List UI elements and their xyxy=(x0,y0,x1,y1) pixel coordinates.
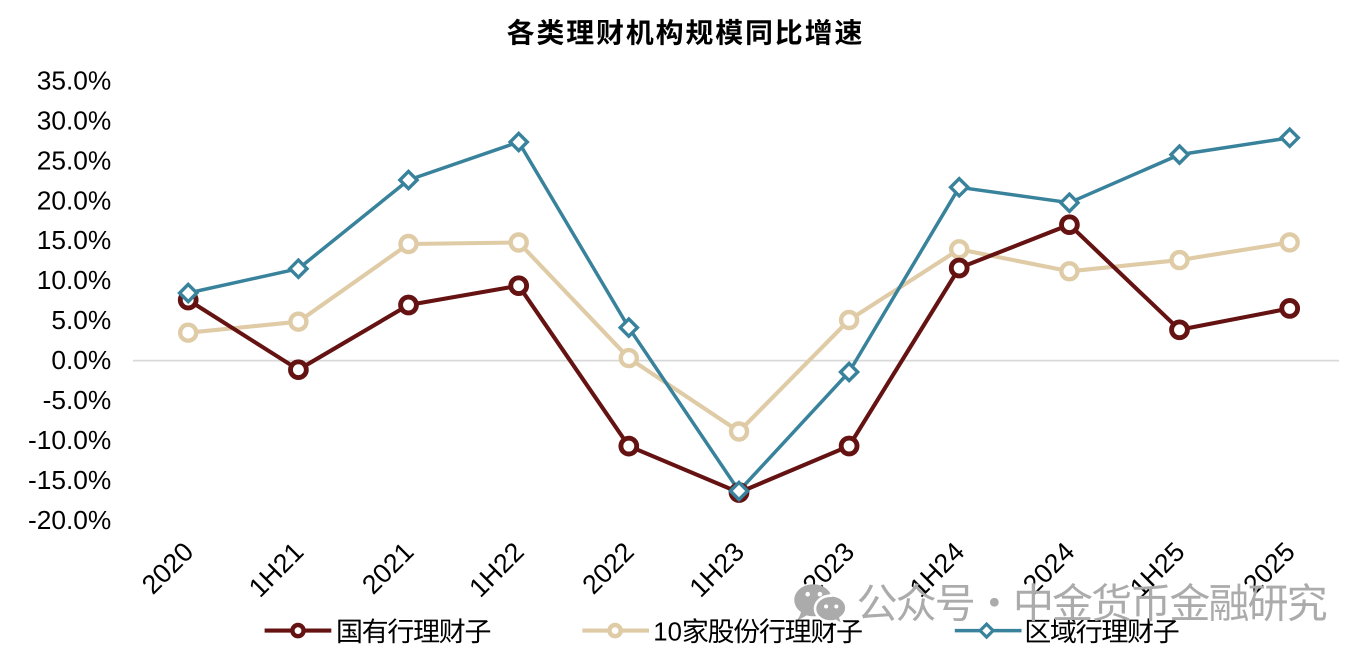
svg-text:5.0%: 5.0% xyxy=(51,305,111,335)
svg-text:0.0%: 0.0% xyxy=(51,345,111,375)
svg-text:10.0%: 10.0% xyxy=(37,265,112,295)
svg-text:-15.0%: -15.0% xyxy=(28,465,111,495)
svg-text:35.0%: 35.0% xyxy=(37,65,112,95)
svg-text:20.0%: 20.0% xyxy=(37,185,112,215)
svg-text:-20.0%: -20.0% xyxy=(28,505,111,535)
svg-text:25.0%: 25.0% xyxy=(37,145,112,175)
svg-text:15.0%: 15.0% xyxy=(37,225,112,255)
svg-text:10: 10 xyxy=(653,619,682,647)
svg-text:30.0%: 30.0% xyxy=(37,105,112,135)
svg-text:-5.0%: -5.0% xyxy=(43,385,112,415)
svg-text:-10.0%: -10.0% xyxy=(28,425,111,455)
